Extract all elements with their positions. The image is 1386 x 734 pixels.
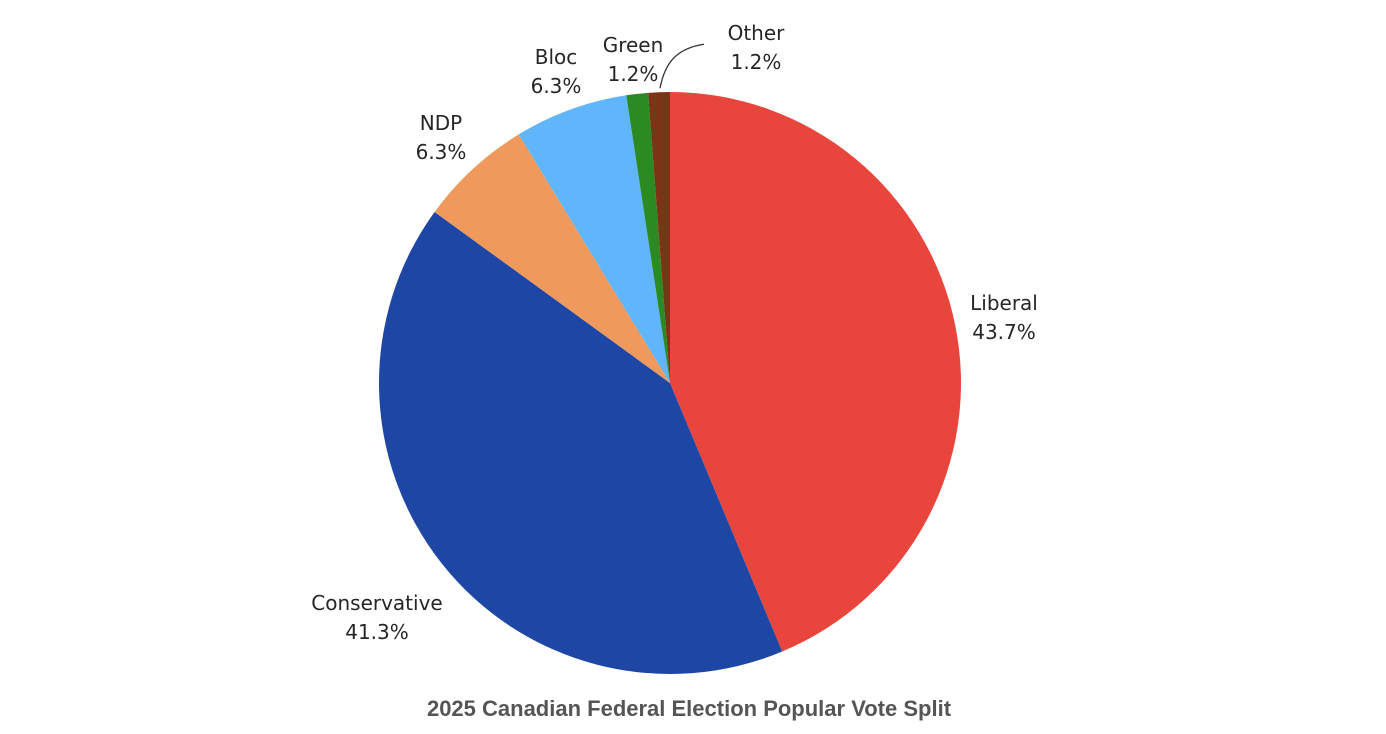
slice-label-liberal: Liberal 43.7% [970, 291, 1038, 344]
pie-slice-green [626, 92, 670, 383]
slice-label-other: Other 1.2% [728, 21, 786, 74]
slice-label-name: Liberal [970, 291, 1038, 315]
pie-slices [379, 92, 962, 674]
slice-label-name: Conservative [311, 591, 442, 615]
slice-label-value: 1.2% [731, 50, 782, 74]
leader-line-other [659, 43, 705, 89]
slice-label-value: 6.3% [531, 74, 582, 98]
slice-label-name: NDP [420, 111, 462, 135]
slice-label-conservative: Conservative 41.3% [311, 591, 442, 644]
pie-slice-liberal [670, 92, 962, 652]
slice-label-value: 1.2% [608, 62, 659, 86]
pie-slice-conservative [379, 211, 783, 674]
slice-label-value: 41.3% [345, 620, 409, 644]
slice-label-green: Green 1.2% [603, 33, 664, 86]
slice-label-value: 43.7% [972, 320, 1036, 344]
slice-label-value: 6.3% [416, 140, 467, 164]
slice-label-bloc: Bloc 6.3% [531, 45, 582, 98]
pie-slice-bloc [518, 95, 670, 384]
slice-label-name: Green [603, 33, 664, 57]
pie-slice-ndp [434, 134, 670, 383]
slice-label-ndp: NDP 6.3% [416, 111, 467, 164]
leader-lines [659, 43, 705, 89]
slice-labels: Liberal 43.7%Conservative 41.3%NDP 6.3%Bloc… [311, 21, 1038, 644]
pie-slice-other [648, 92, 670, 383]
chart-title: 2025 Canadian Federal Election Popular V… [427, 696, 952, 721]
slice-label-name: Other [728, 21, 786, 45]
slice-label-name: Bloc [535, 45, 578, 69]
